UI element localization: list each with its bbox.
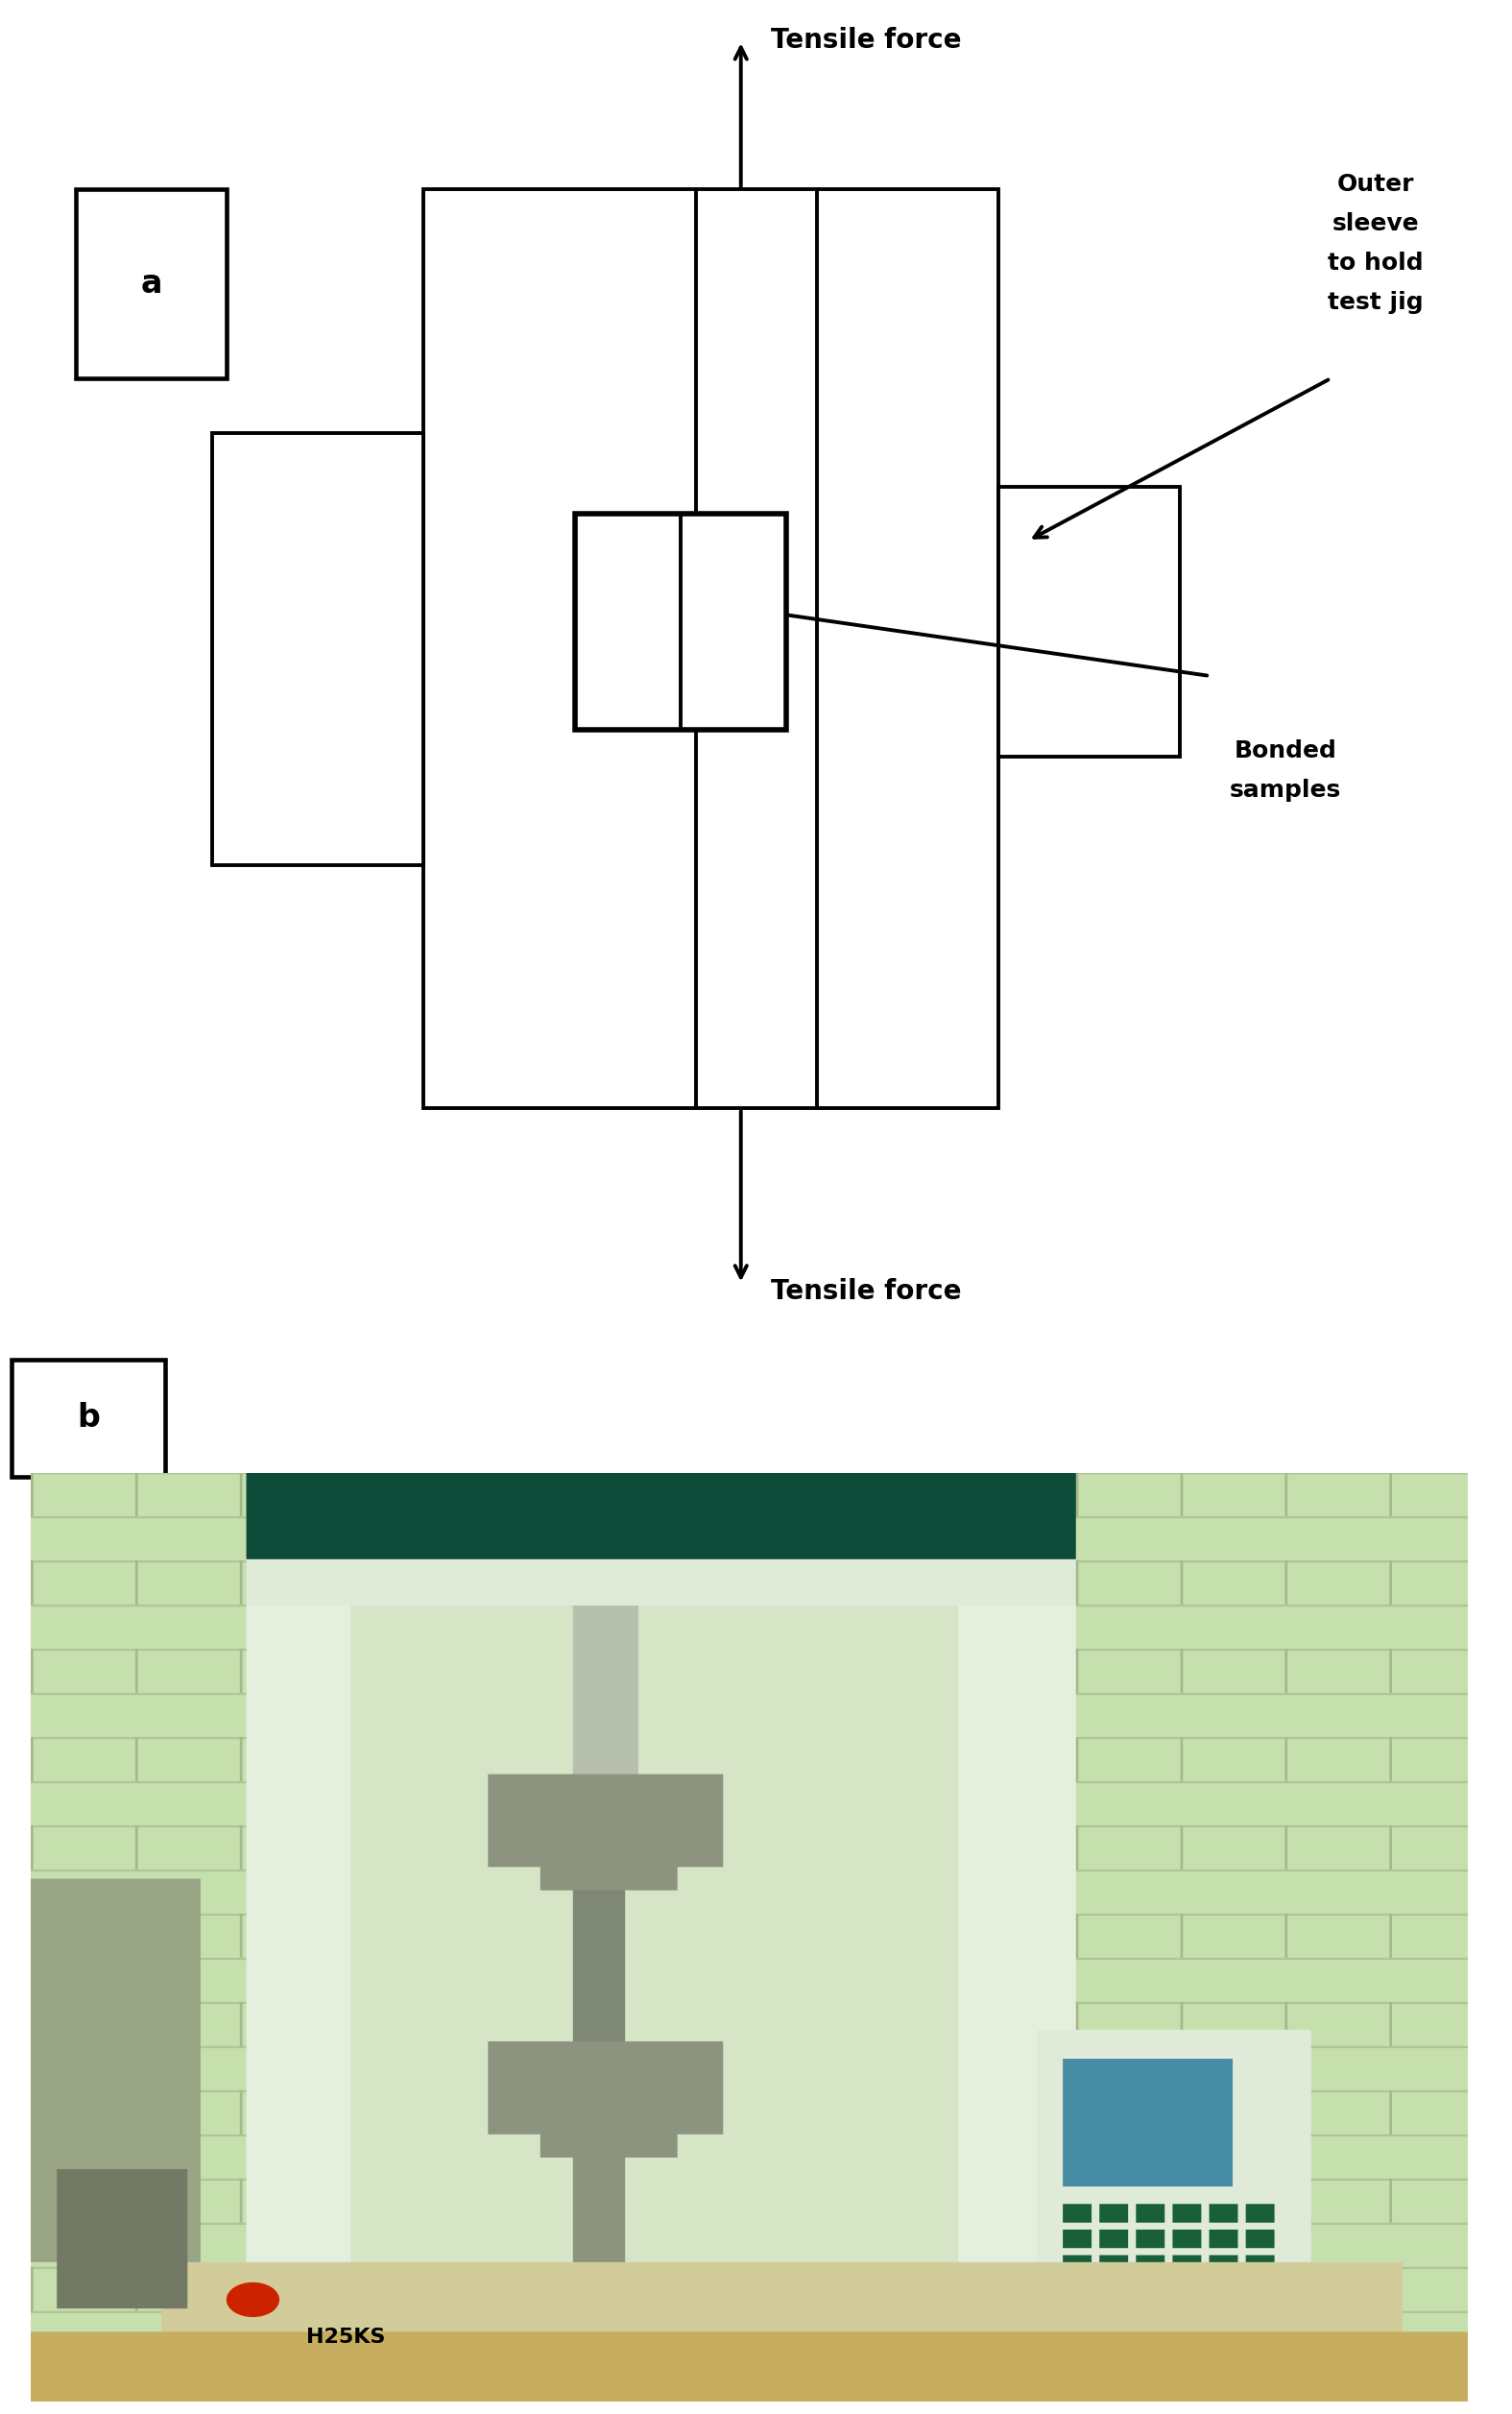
Text: b: b [77, 1403, 100, 1434]
Bar [12, 1359, 165, 1477]
Bar [423, 188, 998, 1108]
Bar [575, 514, 786, 729]
Circle shape [227, 2284, 278, 2317]
Bar [998, 488, 1179, 758]
Text: H25KS: H25KS [307, 2327, 386, 2346]
Text: Bonded
samples: Bonded samples [1229, 739, 1341, 801]
Text: Tensile force: Tensile force [771, 1277, 962, 1304]
Text: a: a [141, 268, 162, 299]
Text: Tensile force: Tensile force [771, 27, 962, 53]
Text: Outer
sleeve
to hold
test jig: Outer sleeve to hold test jig [1328, 174, 1424, 314]
Bar [212, 432, 423, 864]
Bar [76, 188, 227, 379]
